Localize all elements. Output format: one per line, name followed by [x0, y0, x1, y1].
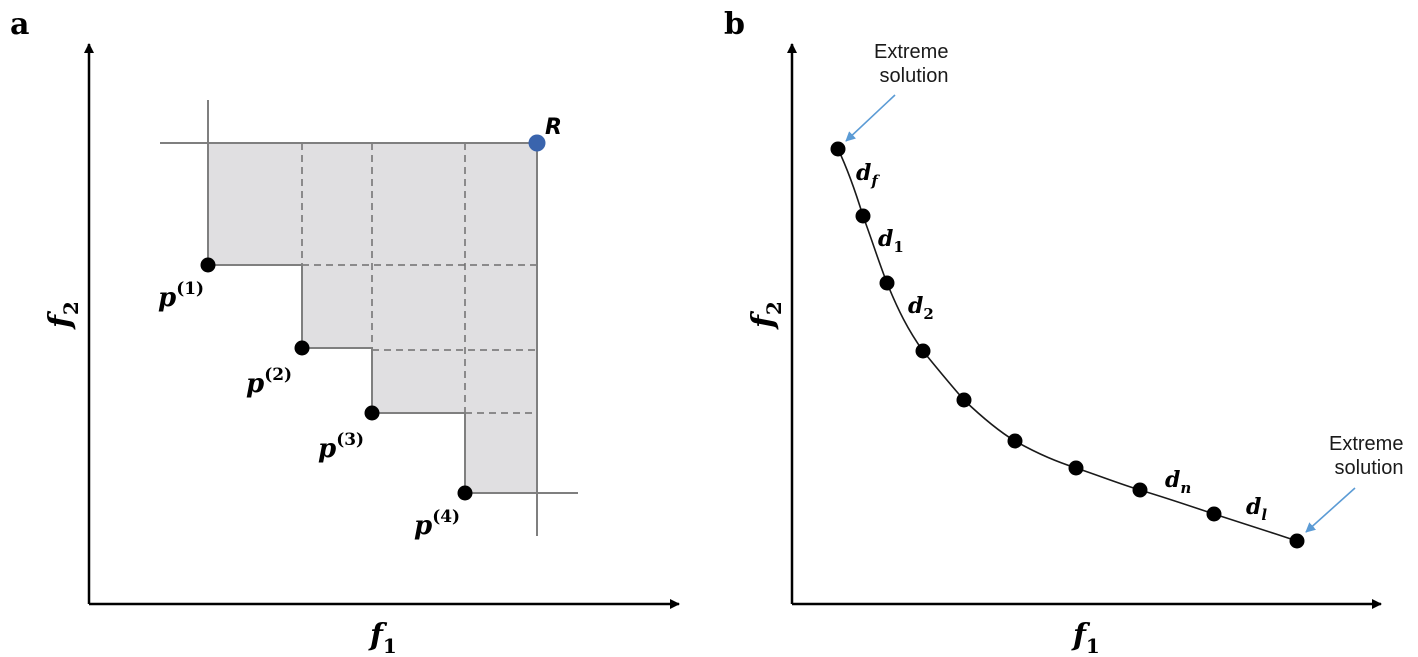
label-df: df: [856, 160, 880, 190]
panel-a-letter: a: [10, 7, 29, 42]
label-p4: p(4): [414, 507, 460, 541]
front-point: [879, 275, 895, 291]
panel-b-letter: b: [724, 7, 745, 42]
point-p2: [294, 340, 310, 356]
annotation-arrow-top: [845, 94, 896, 142]
front-point: [855, 208, 871, 224]
label-dn: dn: [1165, 467, 1191, 497]
front-point: [1068, 460, 1084, 476]
panel-a-axes: [84, 43, 680, 609]
label-p2: p(2): [246, 365, 292, 399]
label-d2: d2: [908, 293, 934, 323]
panel-b-xlabel: f1: [1071, 618, 1100, 657]
front-point: [1289, 533, 1305, 549]
annotation-extreme-top: Extreme solution: [874, 41, 954, 87]
annotation-extreme-bottom: Extreme solution: [1329, 433, 1409, 479]
point-p3: [364, 405, 380, 421]
label-p3: p(3): [318, 430, 364, 464]
front-point: [1007, 433, 1023, 449]
reference-point: [528, 134, 546, 152]
panel-a-ylabel: f2: [43, 301, 83, 330]
front-point: [915, 343, 931, 359]
label-p1: p(1): [158, 279, 204, 313]
region-boundary: [160, 100, 578, 536]
point-p1: [200, 257, 216, 273]
label-dl: dl: [1246, 494, 1267, 524]
label-d1: d1: [878, 226, 904, 256]
grid-dashed-lines: [301, 143, 537, 414]
front-point: [830, 141, 846, 157]
panel-a-xlabel: f1: [368, 618, 397, 657]
pareto-front-curve: [837, 148, 1298, 542]
front-point: [956, 392, 972, 408]
panel-a: a R: [10, 7, 680, 657]
panel-b-axes: [787, 43, 1382, 609]
front-point: [1206, 506, 1222, 522]
front-point: [1132, 482, 1148, 498]
panel-b-ylabel: f2: [746, 301, 786, 330]
front-points: [830, 141, 1305, 549]
panel-b: b df d1 d2: [724, 7, 1409, 657]
reference-label: R: [545, 115, 562, 140]
point-p4: [457, 485, 473, 501]
annotation-arrow-bottom: [1305, 487, 1356, 533]
